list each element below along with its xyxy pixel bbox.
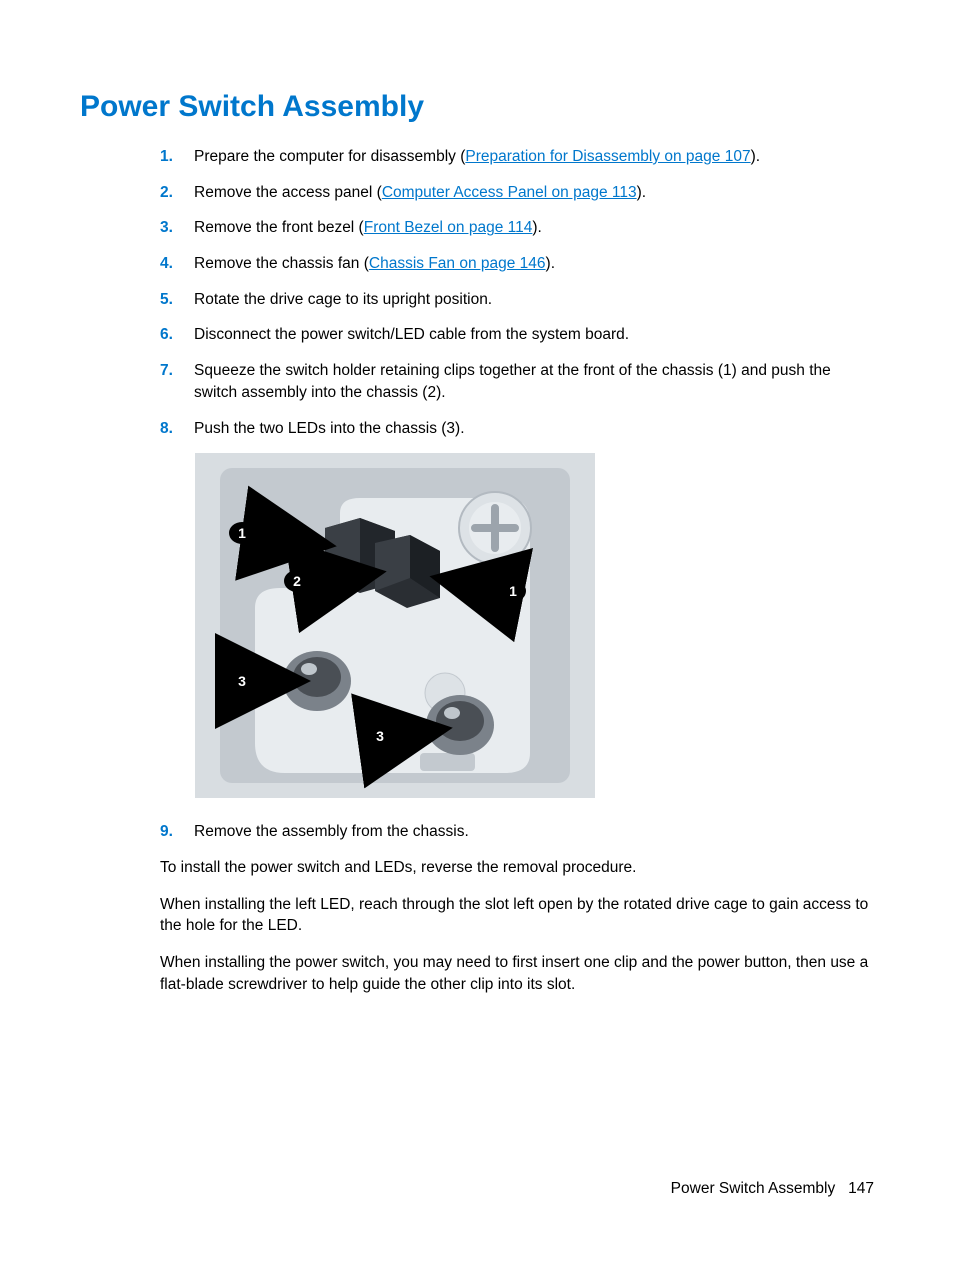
step-text: Push the two LEDs into the chassis (3). [194,418,874,440]
step-item: 5.Rotate the drive cage to its upright p… [160,289,874,311]
step-text: Remove the assembly from the chassis. [194,821,874,843]
step-text: Remove the front bezel (Front Bezel on p… [194,217,874,239]
footer-section: Power Switch Assembly [671,1180,836,1197]
cross-reference-link[interactable]: Computer Access Panel on page 113 [382,184,637,201]
paragraph: When installing the power switch, you ma… [160,952,874,995]
step-number: 7. [160,360,194,403]
page-footer: Power Switch Assembly 147 [671,1180,874,1198]
assembly-diagram: 1 2 1 3 3 [195,453,595,798]
step-text: Squeeze the switch holder retaining clip… [194,360,874,403]
callout-1a: 1 [229,522,255,544]
diagram-container: 1 2 1 3 3 [195,453,874,803]
step-item: 7.Squeeze the switch holder retaining cl… [160,360,874,403]
step-number: 2. [160,182,194,204]
step-number: 6. [160,324,194,346]
step-number: 8. [160,418,194,440]
footer-page: 147 [848,1180,874,1197]
step-number: 3. [160,217,194,239]
step-list: 1.Prepare the computer for disassembly (… [80,146,874,439]
cross-reference-link[interactable]: Front Bezel on page 114 [364,219,533,236]
step-number: 9. [160,821,194,843]
step-item: 3.Remove the front bezel (Front Bezel on… [160,217,874,239]
step-text: Prepare the computer for disassembly (Pr… [194,146,874,168]
step-text: Remove the chassis fan (Chassis Fan on p… [194,253,874,275]
svg-text:1: 1 [509,583,517,599]
svg-text:3: 3 [238,673,246,689]
step-number: 5. [160,289,194,311]
step-list-2: 9. Remove the assembly from the chassis. [80,821,874,843]
step-item: 8.Push the two LEDs into the chassis (3)… [160,418,874,440]
callout-3a: 3 [229,670,255,692]
step-text: Disconnect the power switch/LED cable fr… [194,324,874,346]
step-item: 1.Prepare the computer for disassembly (… [160,146,874,168]
step-item: 2.Remove the access panel (Computer Acce… [160,182,874,204]
step-number: 1. [160,146,194,168]
cross-reference-link[interactable]: Chassis Fan on page 146 [369,255,546,272]
svg-text:3: 3 [376,728,384,744]
step-item: 6.Disconnect the power switch/LED cable … [160,324,874,346]
page-content: Power Switch Assembly 1.Prepare the comp… [0,0,954,1070]
svg-text:1: 1 [238,525,246,541]
step-text: Rotate the drive cage to its upright pos… [194,289,874,311]
step-item: 4.Remove the chassis fan (Chassis Fan on… [160,253,874,275]
step-number: 4. [160,253,194,275]
step-item: 9. Remove the assembly from the chassis. [160,821,874,843]
page-title: Power Switch Assembly [80,90,874,124]
paragraph: When installing the left LED, reach thro… [160,894,874,937]
callout-3b: 3 [367,725,393,747]
svg-text:2: 2 [293,573,301,589]
paragraph: To install the power switch and LEDs, re… [160,857,874,879]
callout-2: 2 [284,570,310,592]
callout-1b: 1 [500,580,526,602]
step-text: Remove the access panel (Computer Access… [194,182,874,204]
cross-reference-link[interactable]: Preparation for Disassembly on page 107 [465,148,750,165]
body-paragraphs: To install the power switch and LEDs, re… [80,857,874,995]
